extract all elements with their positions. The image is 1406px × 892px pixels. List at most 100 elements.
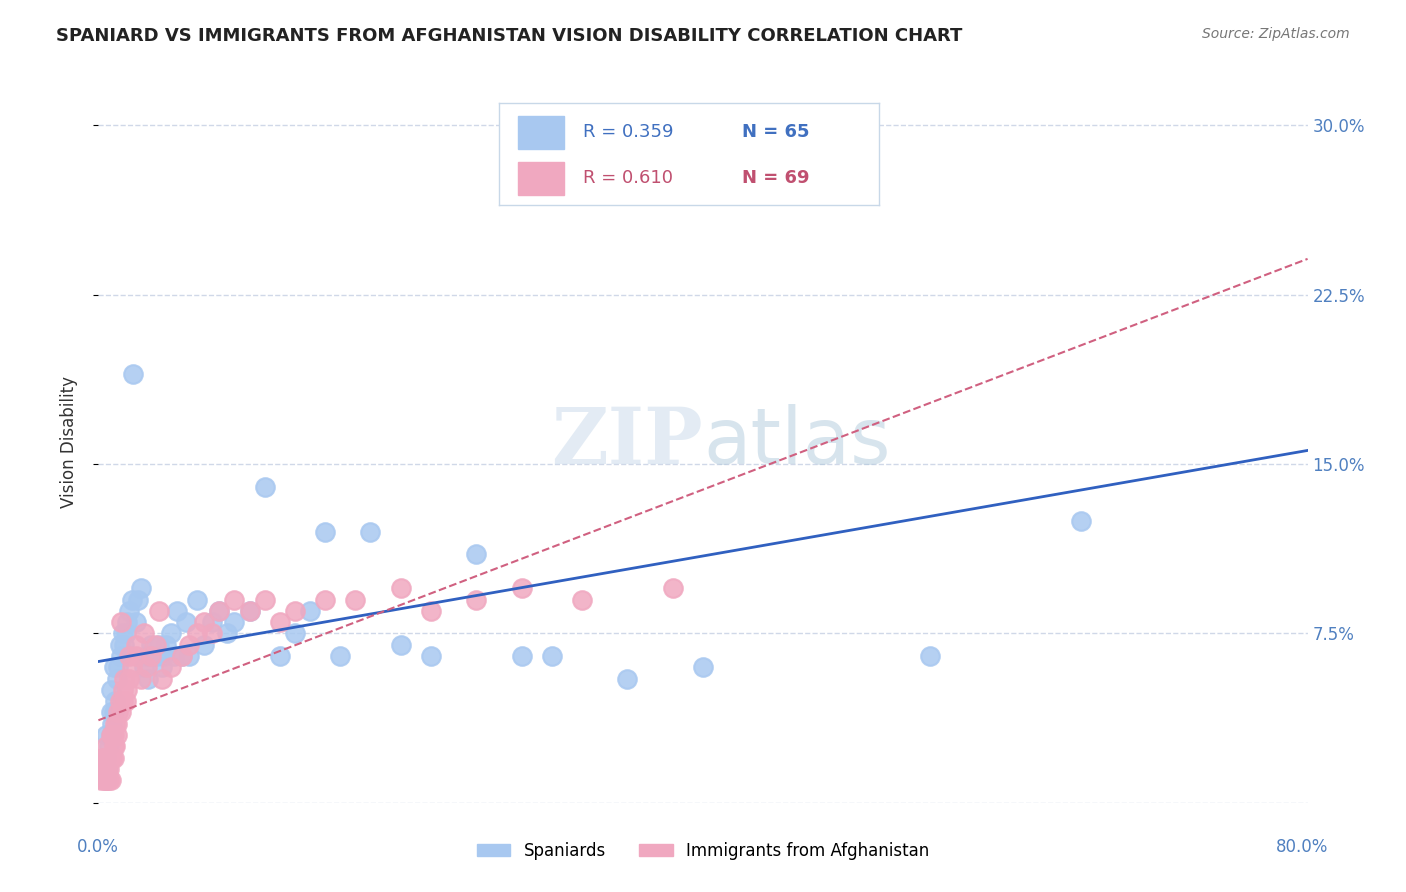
Point (111, 626, 134, 640)
Y-axis label: Vision Disability: Vision Disability (59, 376, 77, 508)
Point (94, 728, 117, 742)
Point (360, 524, 382, 539)
Point (118, 604, 141, 618)
Point (224, 615, 246, 630)
Text: ZIP: ZIP (551, 403, 703, 480)
Point (103, 750, 125, 764)
Point (136, 672, 159, 686)
Point (125, 615, 148, 630)
Legend: Spaniards, Immigrants from Afghanistan: Spaniards, Immigrants from Afghanistan (470, 836, 936, 867)
Point (125, 648, 148, 663)
Point (105, 672, 128, 686)
Point (420, 604, 443, 618)
Point (122, 367, 145, 381)
Point (510, 582, 533, 596)
Point (170, 648, 193, 663)
Point (918, 648, 941, 663)
Point (94, 773, 117, 788)
Point (104, 739, 127, 754)
Point (91, 750, 114, 764)
Point (103, 706, 125, 720)
Point (193, 638, 215, 652)
Point (253, 480, 276, 494)
Point (121, 660, 143, 674)
Point (108, 694, 131, 708)
Point (110, 648, 132, 663)
Point (129, 672, 152, 686)
Point (96, 750, 118, 764)
Point (186, 626, 208, 640)
Point (104, 716, 127, 731)
Text: 0.0%: 0.0% (77, 838, 120, 855)
Point (540, 648, 562, 663)
Point (107, 706, 129, 720)
Point (100, 773, 122, 788)
Point (94, 750, 117, 764)
Point (93, 750, 115, 764)
Point (100, 750, 122, 764)
Text: R = 0.610: R = 0.610 (582, 169, 672, 187)
Point (155, 638, 177, 652)
Point (103, 660, 125, 674)
Point (329, 648, 352, 663)
Point (616, 672, 638, 686)
Point (135, 648, 157, 663)
Point (96, 773, 118, 788)
Point (148, 604, 170, 618)
Point (132, 660, 155, 674)
Point (314, 592, 336, 607)
Text: N = 69: N = 69 (742, 169, 810, 187)
Point (253, 592, 276, 607)
Point (465, 548, 488, 562)
Point (201, 626, 224, 640)
Point (150, 672, 173, 686)
Point (239, 604, 262, 618)
Point (94, 739, 117, 754)
Point (193, 615, 215, 630)
Point (103, 739, 125, 754)
Point (150, 660, 173, 674)
Point (141, 648, 163, 663)
Point (145, 638, 167, 652)
Point (148, 638, 170, 652)
Point (93, 773, 115, 788)
Point (510, 648, 533, 663)
Point (160, 660, 183, 674)
Point (174, 615, 197, 630)
Point (215, 626, 238, 640)
Point (100, 706, 122, 720)
Point (115, 682, 138, 697)
Point (125, 638, 148, 652)
Point (344, 592, 367, 607)
Point (96, 762, 118, 776)
Point (269, 615, 291, 630)
Point (284, 604, 307, 618)
Point (112, 672, 135, 686)
Point (91, 762, 114, 776)
Point (111, 682, 134, 697)
FancyBboxPatch shape (517, 116, 564, 149)
Point (90, 773, 112, 788)
Point (201, 615, 224, 630)
Point (127, 592, 149, 607)
Point (179, 648, 201, 663)
Point (224, 592, 246, 607)
Point (114, 626, 136, 640)
Point (94, 762, 117, 776)
Text: SPANIARD VS IMMIGRANTS FROM AFGHANISTAN VISION DISABILITY CORRELATION CHART: SPANIARD VS IMMIGRANTS FROM AFGHANISTAN … (56, 27, 963, 45)
Point (105, 716, 128, 731)
Point (166, 604, 188, 618)
Point (101, 728, 124, 742)
FancyBboxPatch shape (517, 162, 564, 194)
Point (284, 626, 307, 640)
Point (389, 582, 412, 596)
Point (101, 716, 124, 731)
Point (1070, 514, 1092, 528)
Point (115, 615, 138, 630)
Point (98, 762, 121, 776)
Point (152, 648, 174, 663)
Point (135, 660, 157, 674)
Point (101, 750, 124, 764)
Point (420, 648, 443, 663)
Point (208, 604, 231, 618)
